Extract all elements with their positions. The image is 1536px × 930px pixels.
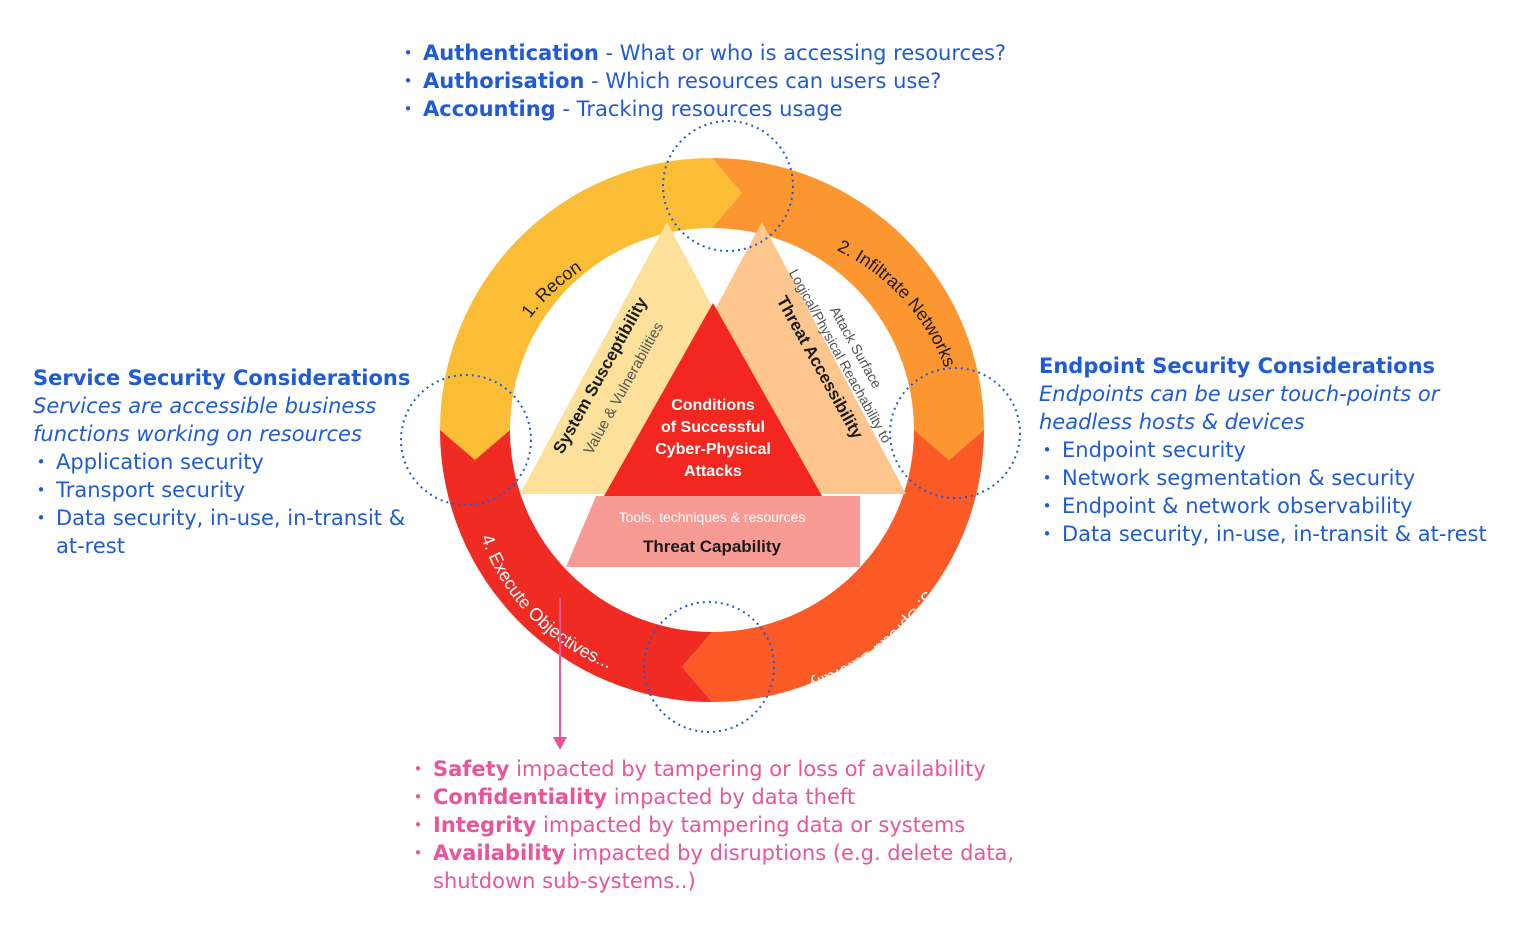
ring-segment-infiltrate bbox=[712, 158, 984, 460]
service-security-panel: Service Security Considerations Services… bbox=[33, 364, 423, 560]
center-line-1: Conditions bbox=[671, 397, 755, 414]
ring-segment-spread bbox=[682, 430, 984, 702]
impact-panel: • Safety impacted by tampering or loss of… bbox=[410, 755, 1050, 895]
list-item: • Authentication - What or who is accessi… bbox=[403, 41, 1007, 65]
center-line-4: Attacks bbox=[684, 463, 742, 480]
dotted-circle-top bbox=[662, 120, 794, 252]
triangle-threat-capability bbox=[566, 496, 860, 567]
endpoint-security-panel: Endpoint Security Considerations Endpoin… bbox=[1039, 352, 1529, 548]
triangle-center-conditions bbox=[604, 303, 822, 496]
list-item: • Data security, in-use, in-transit & at-… bbox=[1042, 522, 1487, 546]
service-security-heading: Service Security Considerations bbox=[33, 366, 411, 390]
center-line-2: of Successful bbox=[661, 419, 765, 436]
endpoint-security-heading: Endpoint Security Considerations bbox=[1039, 354, 1436, 378]
list-item: • Endpoint security bbox=[1042, 438, 1246, 462]
list-item: • Availability impacted by disruptions (e… bbox=[413, 841, 1015, 893]
list-item: • Accounting - Tracking resources usage bbox=[403, 97, 843, 121]
threat-capability-subtitle: Tools, techniques & resources bbox=[619, 509, 806, 525]
list-item: • Endpoint & network observability bbox=[1042, 494, 1413, 518]
impact-arrow-head bbox=[553, 737, 567, 750]
list-item: • Transport security bbox=[36, 478, 246, 502]
center-line-3: Cyber-Physical bbox=[655, 441, 771, 458]
list-item: • Data security, in-use, in-transit & at-… bbox=[36, 506, 406, 558]
list-item: • Integrity impacted by tampering data or… bbox=[413, 813, 966, 837]
list-item: • Confidentiality impacted by data theft bbox=[413, 785, 856, 809]
ring-segment-execute bbox=[440, 430, 712, 702]
dotted-circle-right bbox=[889, 367, 1021, 499]
list-item: • Safety impacted by tampering or loss of… bbox=[413, 757, 986, 781]
list-item: • Application security bbox=[36, 450, 264, 474]
endpoint-security-subtitle: Endpoints can be user touch-points or he… bbox=[1039, 382, 1440, 434]
list-item: • Network segmentation & security bbox=[1042, 466, 1416, 490]
dotted-circle-bottom bbox=[643, 601, 775, 733]
aaa-panel: • Authentication - What or who is accessi… bbox=[400, 39, 1007, 123]
service-security-subtitle: Services are accessible business functio… bbox=[33, 394, 377, 446]
threat-capability-title: Threat Capability bbox=[643, 537, 781, 556]
ring-segment-recon bbox=[440, 158, 742, 460]
dotted-circle-left bbox=[400, 374, 532, 506]
list-item: • Authorisation - Which resources can use… bbox=[403, 69, 942, 93]
